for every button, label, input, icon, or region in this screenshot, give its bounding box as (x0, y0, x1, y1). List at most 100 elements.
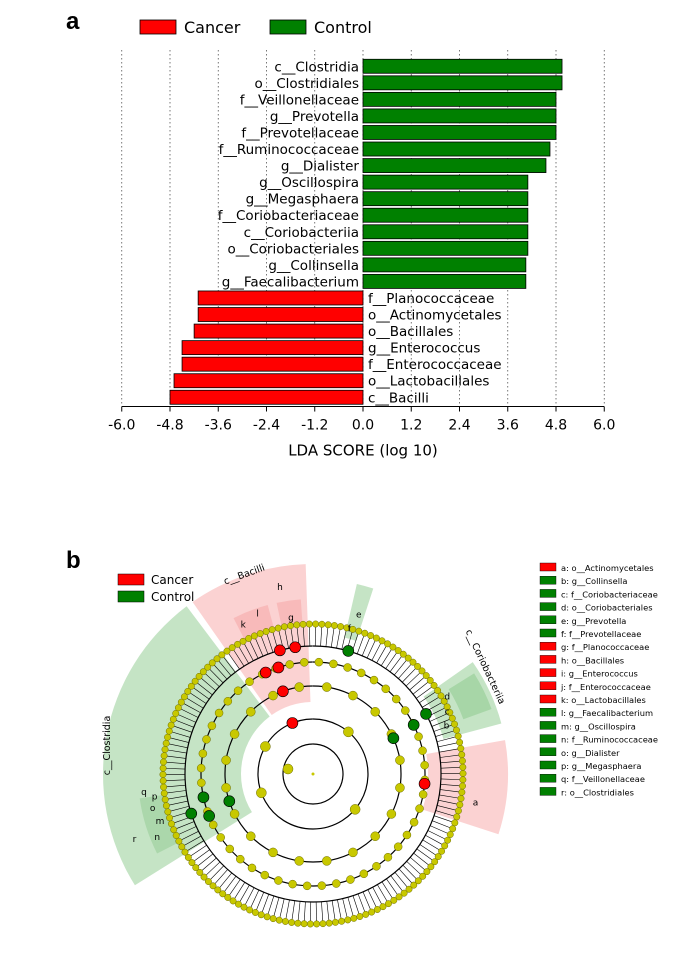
tree-branch (203, 861, 221, 878)
key-label: j: f__Enterococcaceae (560, 682, 651, 692)
key-swatch (539, 602, 557, 611)
tree-node (332, 879, 341, 888)
leaf-node (400, 889, 408, 897)
key-swatch (539, 747, 557, 757)
tree-node (256, 787, 267, 799)
tree-node (415, 804, 424, 813)
tree-branch (173, 718, 194, 728)
key-swatch (539, 589, 557, 598)
tree-branch (203, 671, 220, 687)
tree-branch (255, 892, 265, 913)
tree-arc (184, 645, 442, 903)
tree-node (233, 686, 243, 696)
tree-node (302, 881, 312, 891)
tree-node (229, 809, 240, 819)
leaf-node (446, 831, 454, 838)
sig-node-control (203, 810, 215, 822)
leaf-node (224, 894, 232, 901)
tree-branch (409, 857, 428, 872)
key-swatch (539, 787, 557, 796)
tree-node (372, 862, 381, 871)
leaf-node (367, 632, 375, 639)
leaf-node (390, 896, 398, 904)
tree-node (348, 847, 358, 858)
sig-node-control (420, 708, 432, 720)
tree-node (348, 690, 358, 701)
leaf-node (274, 624, 282, 632)
bar-f__Prevotellaceae (362, 125, 557, 140)
tree-branch (429, 712, 450, 722)
tree-node (198, 749, 208, 758)
tree-node (196, 763, 206, 773)
leaf-node (419, 872, 427, 880)
leaf-node (356, 913, 364, 920)
clado-legend-label-control: Control (151, 590, 194, 604)
tree-branch (440, 783, 463, 787)
leaf-node (453, 813, 461, 821)
tree-branch (380, 646, 394, 666)
leaf-node (263, 913, 271, 921)
legend-label-cancer: Cancer (184, 18, 241, 37)
leaf-node (172, 710, 180, 717)
tree-branch (341, 627, 348, 650)
bar-label: f__Veillonellaceae (240, 92, 359, 108)
leaf-node (431, 858, 439, 866)
wedge-bacillales-inner (276, 599, 303, 628)
tree-node (381, 684, 390, 694)
tree-branch (284, 626, 289, 649)
leaf-node (443, 703, 451, 711)
leaf-node (187, 682, 195, 690)
legend-label-control: Control (314, 18, 372, 37)
leaf-node (324, 621, 332, 629)
leaf-node (164, 808, 172, 816)
tree-node (208, 820, 218, 830)
sig-node-cancer (272, 661, 285, 674)
leaf-node (394, 647, 402, 654)
bar-label: g__Prevotella (270, 109, 359, 125)
cladogram: CancerControlabcdefghklmnopqrc__Bacillic… (102, 562, 658, 928)
wedge-letter-c: c (445, 707, 450, 717)
sig-node-control (407, 719, 420, 731)
tree-branch (331, 900, 336, 923)
legend-swatch-control (269, 19, 307, 35)
key-label: p: g__Megasphaera (561, 761, 641, 771)
wedge-letter-a: a (473, 799, 479, 809)
leaf-node (294, 919, 302, 927)
x-tick-label: 6.0 (593, 418, 615, 434)
tree-branch (163, 784, 186, 788)
tree-node (370, 831, 380, 841)
sig-node-cancer (289, 641, 301, 654)
key-swatch (539, 615, 557, 625)
leaf-node (199, 668, 207, 676)
leaf-node (368, 908, 376, 916)
tree-node (229, 729, 240, 739)
leaf-node (444, 836, 452, 844)
leaf-node (373, 906, 381, 913)
leaf-node (159, 777, 167, 785)
leaf-node (379, 903, 387, 911)
bar-label: o__Clostridiales (254, 76, 359, 92)
leaf-node (219, 890, 227, 898)
leaf-node (256, 630, 264, 638)
leaf-node (239, 637, 247, 645)
leaf-node (459, 770, 467, 777)
leaf-node (159, 771, 167, 778)
leaf-node (262, 628, 270, 635)
panel-b-label: b (66, 547, 81, 574)
clado-legend-swatch-cancer (117, 573, 145, 586)
leaf-node (395, 893, 403, 901)
tree-node (274, 876, 283, 885)
leaf-node (191, 677, 199, 685)
bar-f__Enterococcaceae (181, 356, 364, 372)
leaf-node (204, 878, 212, 885)
key-label: m: g__Oscillospira (561, 721, 636, 731)
sig-node-control (185, 807, 198, 820)
key-label: d: o__Coriobacteriales (561, 603, 653, 613)
sig-node-cancer (277, 685, 289, 698)
tree-branch (372, 887, 384, 907)
leaf-node (423, 868, 431, 876)
leaf-node (325, 919, 333, 927)
tree-branch (188, 844, 207, 858)
tree-branch (227, 879, 241, 898)
tree-branch (440, 760, 463, 764)
